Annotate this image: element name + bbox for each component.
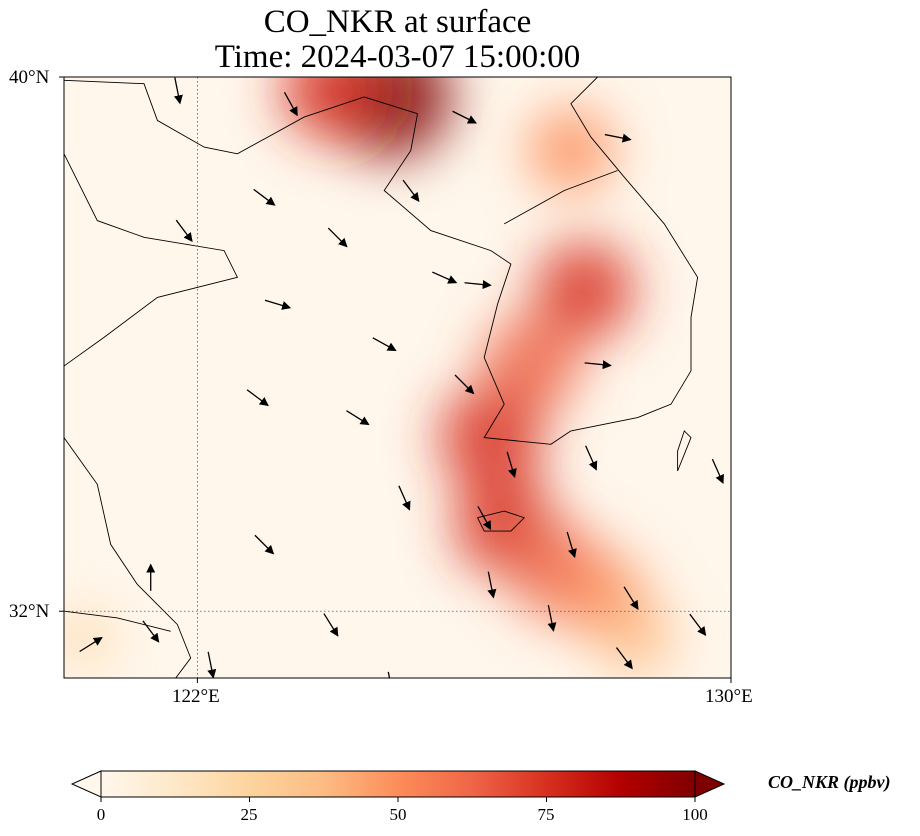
concentration-blob — [281, 77, 381, 140]
coastline-liaodong — [64, 79, 418, 155]
lat-tick-label-40: 40°N — [9, 67, 50, 88]
wind-arrow — [689, 613, 707, 637]
wind-arrow — [604, 133, 632, 143]
colorbar — [70, 770, 726, 802]
concentration-blob — [601, 601, 674, 674]
wind-arrow — [142, 620, 160, 643]
coastline-shandong — [64, 153, 239, 367]
coastline-tsushima — [677, 430, 692, 472]
gridlines — [64, 77, 731, 678]
concentration-blob — [528, 107, 614, 194]
wind-arrow — [454, 374, 475, 395]
wind-arrow — [477, 506, 492, 531]
map-subtitle-time: Time: 2024-03-07 15:00:00 — [214, 39, 581, 75]
wind-arrow — [253, 188, 276, 206]
lat-tick-label-32: 32°N — [9, 601, 50, 622]
wind-arrow — [464, 280, 492, 290]
colorbar-max-extension — [694, 770, 726, 798]
wind-arrow — [506, 451, 517, 479]
concentration-blob — [439, 385, 543, 490]
lon-tick-label-122: 122°E — [172, 686, 220, 707]
wind-arrow — [283, 92, 298, 117]
wind-arrow — [615, 647, 633, 670]
concentration-blob — [534, 241, 634, 341]
map-frame — [63, 76, 732, 679]
wind-arrow — [327, 227, 348, 248]
wind-arrow — [207, 651, 217, 678]
wind-arrow — [487, 571, 497, 599]
wind-arrow — [323, 613, 339, 637]
wind-arrow — [547, 605, 557, 632]
colorbar-gradient — [101, 771, 695, 797]
wind-arrow — [254, 534, 275, 555]
wind-arrow — [387, 671, 391, 678]
coastlines — [64, 77, 699, 678]
wind-arrow — [584, 360, 612, 370]
wind-arrow — [711, 458, 724, 485]
colorbar-min-extension — [70, 770, 102, 798]
wind-arrow — [566, 531, 577, 559]
wind-arrow — [372, 337, 397, 352]
coastline-changjiang — [64, 610, 171, 632]
wind-vectors — [79, 77, 724, 678]
wind-arrow — [452, 110, 477, 124]
wind-arrow — [402, 179, 420, 202]
map-area — [64, 77, 731, 678]
coastline-korea-south — [570, 77, 699, 432]
colorbar-label: CO_NKR (ppbv) — [768, 772, 891, 792]
coastline-korea-west — [383, 113, 572, 445]
coastline-jiangsu — [64, 437, 192, 678]
wind-arrow — [398, 485, 411, 511]
wind-arrow — [246, 389, 269, 407]
colorbar-tick-0: 0 — [96, 805, 106, 824]
wind-arrow — [173, 77, 183, 105]
map-title: CO_NKR at surface — [263, 4, 532, 40]
concentration-blob — [64, 610, 112, 665]
wind-arrow — [346, 410, 370, 426]
wind-arrow — [79, 637, 103, 653]
wind-arrow — [585, 445, 598, 471]
wind-arrow — [175, 219, 193, 243]
wind-arrow — [623, 586, 639, 610]
wind-arrow — [432, 271, 458, 284]
coastline-dmz — [503, 170, 618, 225]
wind-arrow — [264, 299, 292, 310]
colorbar-tick-50: 50 — [389, 805, 407, 824]
colorbar-tick-75: 75 — [537, 805, 555, 824]
lon-tick-label-130: 130°E — [705, 686, 753, 707]
concentration-field — [64, 77, 674, 674]
colorbar-tick-100: 100 — [682, 805, 708, 824]
colorbar-tick-25: 25 — [240, 805, 258, 824]
